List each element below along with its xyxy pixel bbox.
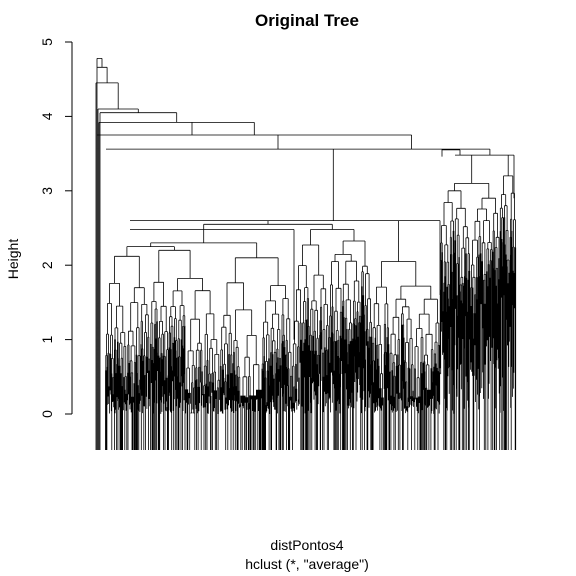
y-tick-label: 2 — [39, 261, 55, 269]
x-axis-label: distPontos4 — [270, 537, 343, 553]
y-tick-label: 0 — [39, 410, 55, 418]
y-ticks: 0 1 2 3 4 5 — [39, 38, 72, 418]
dendrogram-tree — [95, 58, 517, 450]
dendrogram-branches — [95, 58, 517, 450]
chart-title: Original Tree — [255, 11, 359, 30]
y-axis-label: Height — [5, 239, 21, 280]
y-tick-label: 4 — [39, 112, 55, 120]
y-tick-label: 3 — [39, 187, 55, 195]
y-tick-label: 5 — [39, 38, 55, 46]
chart-subtitle: hclust (*, "average") — [245, 556, 369, 572]
y-tick-label: 1 — [39, 335, 55, 343]
